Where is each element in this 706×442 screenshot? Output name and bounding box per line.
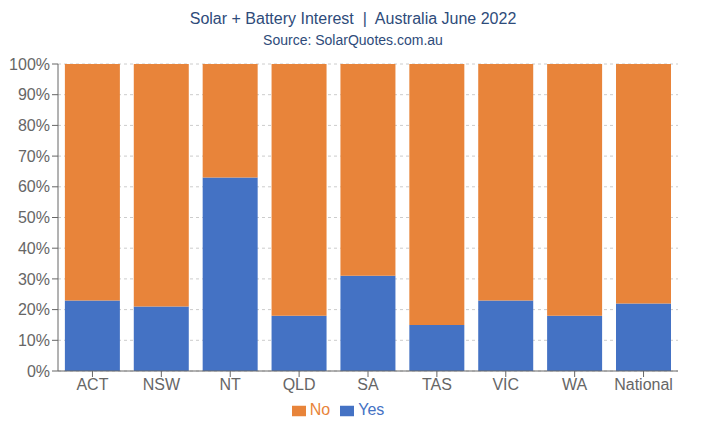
svg-text:30%: 30%: [18, 271, 50, 288]
svg-text:NSW: NSW: [143, 376, 181, 393]
html-text:Yes: Yes: [358, 401, 385, 418]
svg-text:10%: 10%: [18, 332, 50, 349]
svg-text:ACT: ACT: [76, 376, 108, 393]
svg-text:National: National: [614, 376, 673, 393]
svg-text:SA: SA: [357, 376, 379, 393]
svg-text:WA: WA: [562, 376, 588, 393]
svg-text:20%: 20%: [18, 301, 50, 318]
svg-text:100%: 100%: [9, 56, 50, 73]
html-text:Solar + Battery Interest | Aus: Solar + Battery Interest | Australia Jun…: [189, 10, 517, 27]
svg-text:QLD: QLD: [283, 376, 316, 393]
svg-text:80%: 80%: [18, 117, 50, 134]
svg-text:40%: 40%: [18, 240, 50, 257]
svg-text:VIC: VIC: [492, 376, 519, 393]
html-text:Source: SolarQuotes.com.au: Source: SolarQuotes.com.au: [263, 32, 443, 48]
svg-text:TAS: TAS: [422, 376, 452, 393]
svg-text:NT: NT: [220, 376, 242, 393]
svg-text:70%: 70%: [18, 148, 50, 165]
svg-text:0%: 0%: [27, 363, 50, 380]
svg-text:50%: 50%: [18, 209, 50, 226]
svg-text:60%: 60%: [18, 178, 50, 195]
svg-text:90%: 90%: [18, 86, 50, 103]
html-text:No: No: [309, 401, 331, 418]
